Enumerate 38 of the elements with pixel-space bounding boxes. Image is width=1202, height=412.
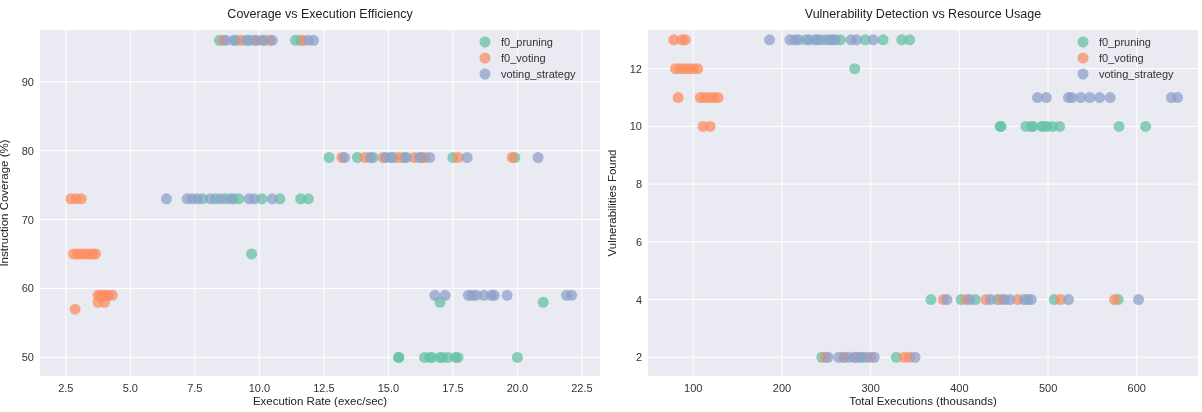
y-tick-label: 8 xyxy=(635,178,642,191)
legend-label: f0_pruning xyxy=(1099,36,1151,48)
x-tick-label: 15.0 xyxy=(377,382,400,394)
chart-title: Coverage vs Execution Efficiency xyxy=(227,7,414,21)
y-axis-title: Instruction Coverage (%) xyxy=(0,139,10,267)
x-tick-label: 10.0 xyxy=(248,382,271,394)
x-axis-title: Execution Rate (exec/sec) xyxy=(252,395,388,407)
legend-label: f0_voting xyxy=(1099,52,1144,64)
x-tick-label: 2.5 xyxy=(58,382,74,394)
legend-label: f0_voting xyxy=(501,52,546,64)
y-tick-label: 80 xyxy=(21,144,34,157)
x-tick-label: 200 xyxy=(772,382,792,394)
x-tick-label: 22.5 xyxy=(571,382,593,394)
legend-label: voting_strategy xyxy=(1099,68,1175,80)
x-tick-label: 20.0 xyxy=(506,382,529,394)
x-tick-label: 5.0 xyxy=(122,382,138,394)
y-tick-label: 4 xyxy=(635,293,642,306)
y-axis-title: Vulnerabilities Found xyxy=(606,149,618,257)
x-axis-title: Total Executions (thousands) xyxy=(849,395,997,407)
chart-title: Vulnerability Detection vs Resource Usage xyxy=(804,7,1042,21)
y-tick-label: 90 xyxy=(21,75,34,88)
x-tick-label: 600 xyxy=(1127,382,1146,394)
legend-label: voting_strategy xyxy=(501,68,577,80)
y-tick-label: 60 xyxy=(21,282,34,295)
x-tick-label: 500 xyxy=(1038,382,1058,394)
y-tick-label: 6 xyxy=(635,235,642,248)
x-tick-label: 300 xyxy=(861,382,880,394)
x-tick-label: 7.5 xyxy=(187,382,203,394)
x-tick-label: 400 xyxy=(950,382,969,394)
x-tick-label: 100 xyxy=(684,382,703,394)
legend-label: f0_pruning xyxy=(501,36,553,48)
y-tick-label: 50 xyxy=(21,351,34,364)
y-tick-label: 12 xyxy=(629,62,642,75)
y-tick-label: 2 xyxy=(635,351,642,364)
x-tick-label: 17.5 xyxy=(442,382,464,394)
y-tick-label: 70 xyxy=(21,213,34,226)
y-tick-label: 10 xyxy=(629,120,642,133)
x-tick-label: 12.5 xyxy=(313,382,335,394)
